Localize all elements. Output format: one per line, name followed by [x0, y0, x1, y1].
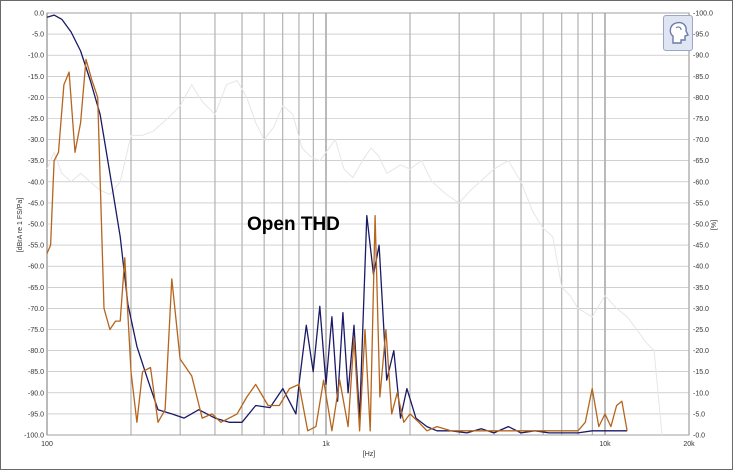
y-tick-label-left: -25.0: [28, 116, 44, 123]
y-tick-label-left: -10.0: [28, 53, 44, 60]
y-tick-label-right: -20.0: [693, 348, 709, 355]
y-tick-label-left: -60.0: [28, 264, 44, 271]
y-tick-label-left: -80.0: [28, 348, 44, 355]
y-tick-label-left: -40.0: [28, 179, 44, 186]
x-tick-label: 10k: [599, 441, 611, 448]
series-group: [46, 14, 663, 436]
y-tick-label-right: -70.0: [693, 137, 709, 144]
y-tick-label-right: -55.0: [693, 200, 709, 207]
y-tick-label-right: -30.0: [693, 306, 709, 313]
y-tick-label-left: -15.0: [28, 74, 44, 81]
series-line: [46, 80, 663, 436]
y-tick-label-right: -45.0: [693, 243, 709, 250]
y-tick-label-left: -35.0: [28, 158, 44, 165]
y-tick-label-right: -80.0: [693, 95, 709, 102]
y-tick-label-left: -55.0: [28, 243, 44, 250]
x-tick-label: 1k: [322, 441, 330, 448]
y-tick-label-right: -15.0: [693, 369, 709, 376]
y-tick-label-left: -30.0: [28, 137, 44, 144]
y-tick-label-left: -20.0: [28, 95, 44, 102]
y-tick-label-left: -85.0: [28, 369, 44, 376]
right-axis-label: [%]: [711, 220, 718, 230]
x-tick-label: 100: [41, 441, 53, 448]
y-tick-label-right: -50.0: [693, 222, 709, 229]
y-tick-label-right: -95.0: [693, 32, 709, 39]
y-tick-label-right: -90.0: [693, 53, 709, 60]
y-tick-label-left: -50.0: [28, 222, 44, 229]
y-tick-label-left: 0.0: [34, 11, 44, 18]
y-tick-label-left: -75.0: [28, 327, 44, 334]
y-tick-label-right: -60.0: [693, 179, 709, 186]
y-tick-label-left: -100.0: [24, 433, 44, 440]
y-tick-label-left: -90.0: [28, 390, 44, 397]
left-axis-label: [dBrA re 1 FS/Pa]: [17, 198, 24, 253]
y-tick-label-right: -65.0: [693, 158, 709, 165]
grid-lines: [46, 12, 690, 436]
y-tick-label-left: -95.0: [28, 411, 44, 418]
series-line: [46, 14, 628, 434]
x-tick-label: 20k: [683, 441, 695, 448]
logo-icon: [663, 15, 693, 51]
y-tick-label-right: -100.0: [693, 11, 713, 18]
y-tick-label-right: -25.0: [693, 327, 709, 334]
series-line: [46, 58, 628, 432]
y-tick-label-right: -10.0: [693, 390, 709, 397]
y-tick-label-right: -35.0: [693, 285, 709, 292]
y-tick-label-right: -5.0: [693, 411, 705, 418]
y-tick-label-left: -5.0: [32, 32, 44, 39]
y-tick-label-left: -65.0: [28, 285, 44, 292]
tick-labels: 0.0 -5.0 -10.0 -15.0 -20.0 -25.0 -30.0 -35.0 -40…: [24, 11, 713, 449]
y-tick-label-right: -0.0: [693, 433, 705, 440]
x-axis-label: [Hz]: [363, 451, 376, 458]
chart-annotation: Open THD: [247, 214, 340, 235]
y-tick-label-left: -45.0: [28, 200, 44, 207]
y-tick-label-right: -85.0: [693, 74, 709, 81]
y-tick-label-right: -75.0: [693, 116, 709, 123]
y-tick-label-right: -40.0: [693, 264, 709, 271]
y-tick-label-left: -70.0: [28, 306, 44, 313]
